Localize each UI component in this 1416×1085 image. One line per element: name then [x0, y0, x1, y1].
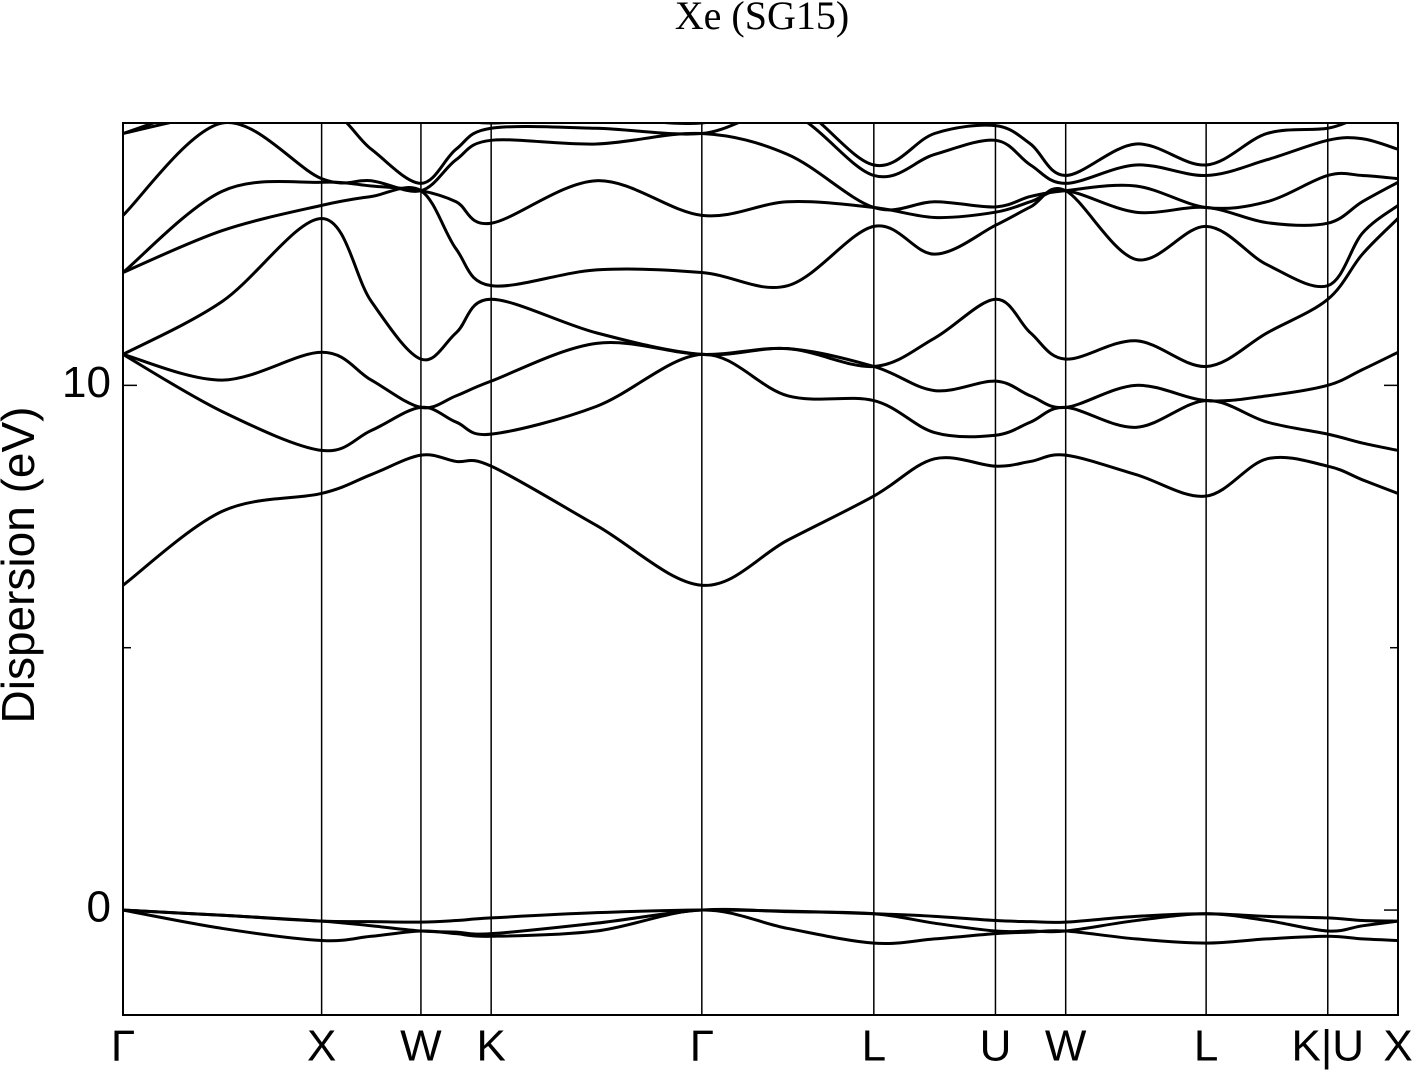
- x-tick-label: X: [1383, 1022, 1412, 1071]
- bands: [123, 123, 1398, 946]
- band-line: [123, 179, 1398, 274]
- band-line: [123, 453, 1398, 587]
- x-tick-label: W: [1045, 1022, 1087, 1071]
- band-line: [123, 908, 1398, 946]
- x-tick-label: U: [980, 1022, 1012, 1071]
- band-line: [123, 216, 1398, 368]
- x-tick-label: X: [307, 1022, 336, 1071]
- band-line: [123, 123, 1398, 177]
- y-axis-label: Dispersion (eV): [0, 407, 44, 724]
- chart-title: Xe (SG15): [675, 0, 849, 38]
- band-line: [123, 341, 1398, 410]
- band-line: [123, 123, 1398, 185]
- x-tick-label: K|U: [1291, 1022, 1364, 1071]
- y-tick-label: 10: [62, 358, 111, 407]
- x-tick-label: K: [476, 1022, 505, 1071]
- band-line: [123, 186, 1398, 290]
- x-tick-label: Γ: [111, 1022, 135, 1071]
- x-tick-label: L: [862, 1022, 886, 1071]
- x-tick-label: Γ: [690, 1022, 714, 1071]
- band-line: [123, 123, 1398, 217]
- band-line: [123, 908, 1398, 924]
- x-tick-label: W: [400, 1022, 442, 1071]
- band-line: [123, 352, 1398, 453]
- x-tick-label: L: [1194, 1022, 1218, 1071]
- y-tick-label: 0: [87, 883, 111, 932]
